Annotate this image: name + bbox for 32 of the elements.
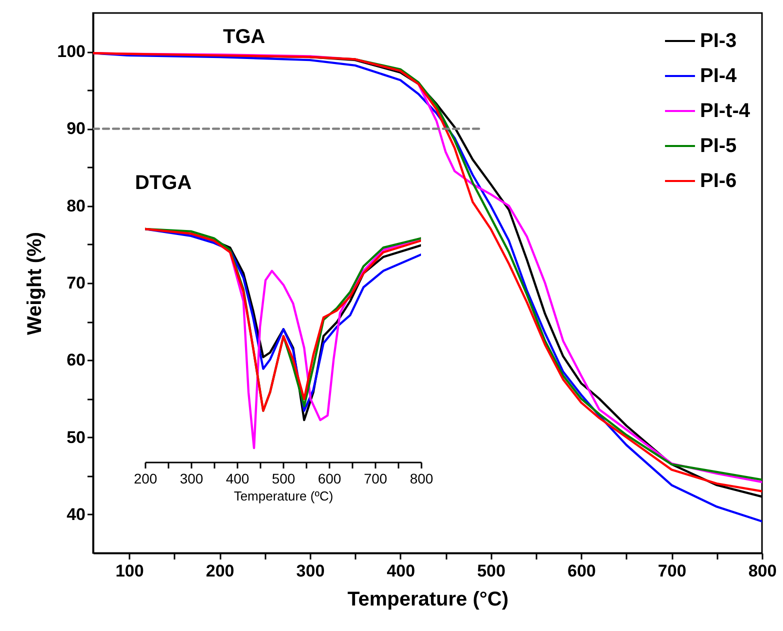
y-tick-label: 60 (66, 350, 86, 370)
x-tick-label: 200 (206, 562, 234, 580)
x-tick-label: 800 (748, 562, 777, 580)
x-tick-label: 700 (364, 470, 388, 486)
annotation: TGA (223, 26, 266, 48)
x-tick-label: 700 (658, 562, 686, 580)
y-tick-label: 80 (66, 196, 86, 216)
x-tick-label: 400 (386, 562, 416, 580)
x-tick-label: 400 (226, 470, 250, 486)
y-axis-title: Weight (%) (24, 232, 46, 335)
x-tick-label: 600 (318, 470, 342, 486)
x-tick-label: 800 (410, 470, 434, 486)
legend-label: PI-5 (700, 135, 737, 157)
legend-label: PI-3 (700, 30, 737, 52)
y-tick-label: 90 (66, 119, 86, 138)
x-axis-title: Temperature (ºC) (234, 488, 334, 504)
y-tick-label: 50 (66, 428, 86, 447)
x-tick-label: 500 (477, 562, 506, 580)
legend-label: PI-t-4 (700, 100, 751, 122)
x-tick-label: 600 (568, 562, 596, 580)
legend-label: PI-4 (700, 65, 738, 87)
legend-label: PI-6 (700, 170, 737, 192)
x-tick-label: 100 (115, 562, 144, 580)
y-tick-label: 70 (66, 274, 86, 292)
x-tick-label: 500 (272, 470, 296, 486)
annotation: DTGA (135, 172, 192, 194)
y-tick-label: 40 (66, 504, 86, 524)
x-tick-label: 300 (296, 562, 325, 580)
y-tick-label: 100 (57, 42, 86, 62)
x-tick-label: 300 (180, 470, 204, 486)
x-axis-title: Temperature (°C) (348, 588, 508, 610)
x-tick-label: 200 (134, 470, 158, 486)
